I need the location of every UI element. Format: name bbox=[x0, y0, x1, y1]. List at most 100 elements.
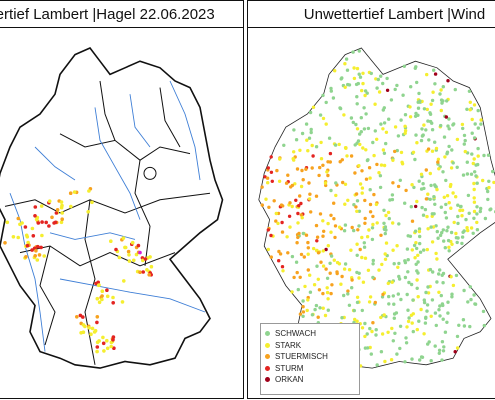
hail-report bbox=[87, 326, 91, 330]
hail-report bbox=[95, 320, 99, 325]
wind-report bbox=[397, 274, 401, 279]
wind-report bbox=[327, 136, 332, 140]
legend-label-orkan: ORKAN bbox=[275, 375, 304, 385]
wind-report bbox=[441, 317, 445, 321]
wind-report bbox=[360, 88, 364, 93]
wind-report bbox=[381, 148, 386, 152]
wind-report bbox=[358, 182, 363, 186]
legend-item-schwach: SCHWACH bbox=[265, 328, 355, 340]
wind-report bbox=[420, 134, 425, 138]
wind-report bbox=[472, 293, 476, 297]
wind-report bbox=[324, 122, 328, 126]
wind-report bbox=[460, 241, 464, 246]
wind-report bbox=[415, 80, 419, 85]
wind-report bbox=[371, 140, 375, 145]
wind-report bbox=[368, 202, 373, 207]
wind-report bbox=[431, 270, 435, 274]
wind-report bbox=[440, 101, 444, 105]
wind-report bbox=[308, 110, 313, 115]
wind-report bbox=[420, 205, 424, 210]
wind-report bbox=[460, 235, 465, 239]
hail-report bbox=[37, 253, 42, 257]
legend-swatch-stark bbox=[265, 342, 270, 348]
wind-report bbox=[309, 127, 313, 132]
wind-report bbox=[352, 228, 356, 233]
wind-report bbox=[325, 290, 330, 295]
wind-report bbox=[355, 295, 360, 299]
wind-report bbox=[468, 100, 472, 105]
wind-report bbox=[322, 229, 326, 233]
wind-report bbox=[483, 216, 488, 221]
hail-report bbox=[123, 245, 128, 250]
wind-report bbox=[306, 268, 310, 272]
legend-label-stuermisch: STUERMISCH bbox=[275, 352, 328, 362]
hail-report bbox=[25, 243, 30, 248]
wind-report bbox=[325, 170, 329, 174]
hail-report bbox=[141, 258, 145, 263]
germany-outline bbox=[0, 47, 224, 369]
wind-report bbox=[470, 152, 474, 156]
wind-report bbox=[325, 286, 329, 290]
wind-report bbox=[440, 358, 444, 362]
hail-report bbox=[111, 335, 116, 339]
wind-report bbox=[440, 273, 444, 277]
wind-report bbox=[425, 72, 429, 77]
wind-report bbox=[450, 242, 454, 246]
wind-report bbox=[350, 286, 354, 290]
wind-report bbox=[266, 247, 270, 252]
wind-report bbox=[356, 228, 360, 232]
wind-report bbox=[382, 121, 387, 125]
hail-report bbox=[81, 323, 86, 327]
wind-report bbox=[384, 141, 388, 146]
wind-report bbox=[387, 302, 391, 306]
wind-report bbox=[321, 219, 325, 223]
wind-report bbox=[341, 180, 345, 185]
hail-report bbox=[114, 247, 118, 252]
state-border bbox=[134, 160, 151, 266]
wind-report bbox=[420, 355, 425, 359]
river bbox=[59, 278, 206, 313]
state-border bbox=[99, 80, 116, 141]
hail-report bbox=[16, 216, 21, 221]
wind-report bbox=[475, 228, 480, 232]
wind-report bbox=[442, 345, 446, 349]
wind-report bbox=[478, 209, 482, 214]
wind-report bbox=[383, 252, 387, 256]
wind-report bbox=[343, 202, 347, 206]
wind-report bbox=[334, 193, 338, 198]
wind-report bbox=[385, 88, 390, 92]
wind-report bbox=[357, 164, 361, 168]
wind-report bbox=[472, 181, 476, 186]
wind-report bbox=[481, 309, 486, 314]
wind-report bbox=[449, 166, 454, 170]
hail-reports bbox=[3, 187, 154, 354]
wind-report bbox=[318, 212, 323, 216]
hail-report bbox=[86, 210, 90, 214]
wind-report bbox=[451, 191, 455, 195]
wind-report bbox=[460, 208, 465, 212]
wind-report bbox=[306, 252, 310, 256]
wind-report bbox=[299, 201, 303, 206]
hail-report bbox=[55, 208, 60, 212]
wind-report bbox=[451, 283, 456, 288]
wind-report bbox=[428, 267, 433, 272]
wind-report bbox=[415, 286, 419, 290]
wind-report bbox=[362, 106, 366, 110]
wind-report bbox=[421, 182, 425, 186]
wind-report bbox=[482, 323, 486, 328]
wind-report bbox=[371, 321, 375, 325]
legend-label-stark: STARK bbox=[275, 340, 302, 350]
wind-report bbox=[346, 292, 350, 296]
wind-report bbox=[363, 334, 367, 339]
wind-report bbox=[355, 199, 360, 203]
legend-swatch-sturm bbox=[265, 365, 270, 371]
wind-report bbox=[360, 191, 364, 195]
hail-report bbox=[105, 338, 109, 343]
wind-report bbox=[442, 135, 447, 139]
wind-report bbox=[474, 174, 478, 178]
wind-report bbox=[350, 225, 354, 230]
wind-report bbox=[379, 315, 383, 320]
wind-report bbox=[481, 178, 485, 183]
wind-report bbox=[371, 262, 375, 266]
wind-report bbox=[406, 308, 410, 312]
